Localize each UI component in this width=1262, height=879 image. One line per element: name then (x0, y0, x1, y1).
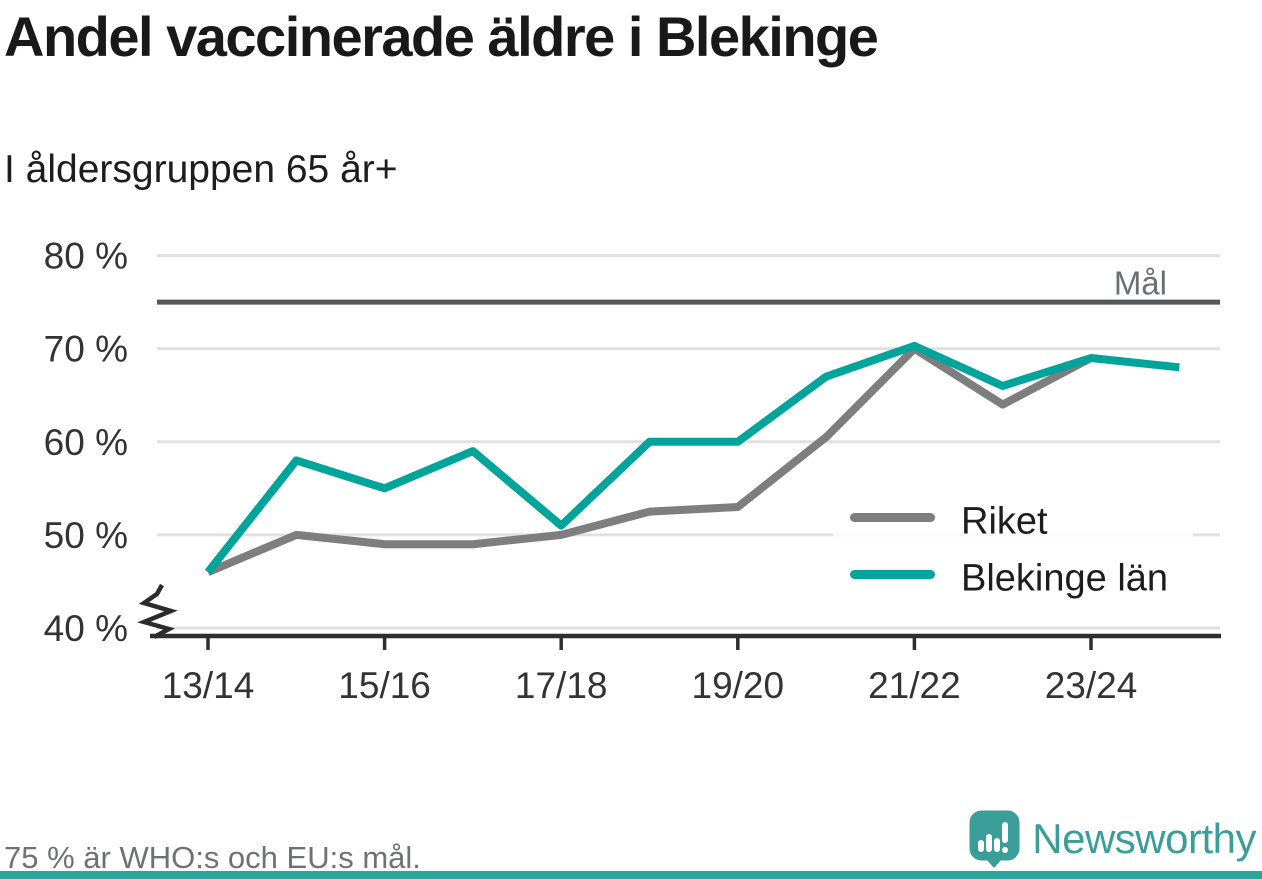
x-tick-label-13/14: 13/14 (162, 665, 255, 706)
axis-break-symbol (137, 583, 178, 639)
brand-bottom-bar (0, 871, 1262, 879)
y-tick-label-80: 80 % (44, 236, 128, 277)
page-title: Andel vaccinerade äldre i Blekinge (4, 5, 879, 68)
legend-label-0: Riket (961, 501, 1048, 543)
x-tick-label-23/24: 23/24 (1045, 665, 1138, 706)
page-subtitle: I åldersgruppen 65 år+ (4, 148, 398, 191)
footnote: 75 % är WHO:s och EU:s mål. (4, 840, 421, 875)
brand-name: Newsworthy (1032, 815, 1256, 862)
x-tick-label-15/16: 15/16 (338, 665, 431, 706)
y-tick-label-60: 60 % (44, 422, 128, 463)
legend-swatch-0 (850, 513, 935, 522)
x-tick-label-17/18: 17/18 (515, 665, 608, 706)
legend-background (833, 492, 1193, 604)
line-chart: Mål Riket Blekinge län 13/14 15/16 17/18 19/20… (44, 236, 1221, 706)
series-line-riket (206, 344, 1093, 576)
newsworthy-pin-barchart-icon (969, 810, 1020, 868)
legend-label-1: Blekinge län (961, 558, 1168, 600)
brand-logo: Newsworthy (969, 810, 1256, 868)
y-tick-label-70: 70 % (44, 329, 128, 370)
x-tick-label-19/20: 19/20 (692, 665, 785, 706)
x-tick-label-21/22: 21/22 (868, 665, 961, 706)
legend-swatch-1 (850, 570, 935, 579)
goal-line-label: Mål (1114, 265, 1167, 302)
series-line-blekinge (204, 341, 1180, 575)
y-tick-label-40: 40 % (44, 608, 128, 649)
chart-area: Mål Riket Blekinge län 13/14 15/16 17/18 19/20… (0, 230, 1262, 790)
y-tick-label-50: 50 % (44, 515, 128, 556)
